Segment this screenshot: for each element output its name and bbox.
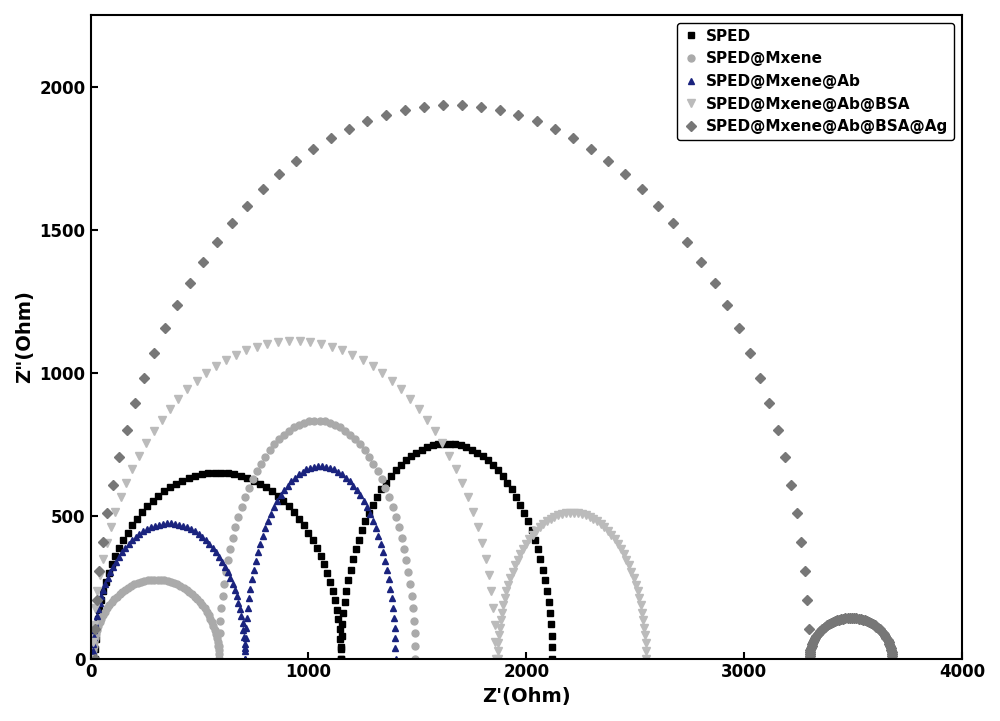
SPED@Mxene@Ab@BSA: [541, 517, 553, 526]
SPED@Mxene@Ab@BSA@Ag: [886, 654, 898, 663]
SPED@Mxene: [409, 654, 421, 663]
Line: SPED@Mxene: SPED@Mxene: [89, 417, 419, 662]
SPED@Mxene@Ab@BSA@Ag: [361, 117, 373, 125]
SPED@Mxene@Ab@BSA@Ag: [512, 110, 524, 119]
SPED@Mxene@Ab: [336, 470, 348, 479]
SPED@Mxene@Ab: [390, 654, 402, 663]
SPED: [89, 654, 101, 663]
SPED@Mxene: [87, 654, 99, 663]
SPED@Mxene: [408, 616, 420, 625]
SPED: [183, 474, 195, 482]
SPED: [546, 654, 558, 663]
SPED@Mxene@Ab@BSA: [326, 342, 338, 351]
SPED@Mxene: [218, 580, 230, 588]
SPED@Mxene@Ab@BSA: [640, 654, 652, 663]
X-axis label: Z'(Ohm): Z'(Ohm): [482, 687, 571, 706]
SPED@Mxene@Ab: [173, 521, 185, 529]
SPED@Mxene@Ab@BSA: [240, 346, 252, 355]
SPED@Mxene@Ab@BSA@Ag: [806, 640, 818, 648]
Y-axis label: Z"(Ohm): Z"(Ohm): [15, 291, 34, 384]
SPED@Mxene: [135, 578, 147, 586]
SPED@Mxene@Ab@BSA@Ag: [89, 654, 101, 663]
SPED@Mxene@Ab@BSA: [639, 631, 651, 640]
SPED@Mxene@Ab@BSA@Ag: [857, 615, 869, 624]
SPED@Mxene@Ab@BSA@Ag: [437, 101, 449, 110]
SPED: [471, 448, 483, 457]
SPED@Mxene@Ab: [312, 462, 324, 471]
SPED@Mxene@Ab: [389, 624, 401, 632]
SPED: [400, 456, 412, 465]
SPED@Mxene: [273, 435, 285, 443]
SPED@Mxene: [158, 576, 170, 585]
Line: SPED@Mxene@Ab@BSA@Ag: SPED@Mxene@Ab@BSA@Ag: [91, 102, 896, 662]
SPED@Mxene@Ab@BSA: [587, 515, 599, 523]
SPED@Mxene@Ab@BSA: [283, 337, 295, 345]
SPED: [340, 587, 352, 596]
SPED@Mxene@Ab@BSA: [497, 601, 509, 610]
SPED@Mxene@Ab: [243, 594, 255, 603]
SPED@Mxene@Ab: [87, 654, 99, 663]
SPED@Mxene: [308, 416, 320, 425]
SPED@Mxene@Ab: [285, 477, 297, 486]
Line: SPED: SPED: [91, 440, 556, 662]
SPED: [228, 470, 240, 479]
Legend: SPED, SPED@Mxene, SPED@Mxene@Ab, SPED@Mxene@Ab@BSA, SPED@Mxene@Ab@BSA@Ag: SPED, SPED@Mxene, SPED@Mxene@Ab, SPED@Mx…: [677, 22, 954, 141]
SPED@Mxene@Ab@BSA@Ag: [886, 647, 898, 656]
SPED@Mxene@Ab@BSA: [87, 654, 99, 663]
SPED: [545, 620, 557, 629]
SPED@Mxene@Ab: [145, 523, 157, 531]
SPED: [438, 439, 450, 448]
Line: SPED@Mxene@Ab: SPED@Mxene@Ab: [89, 463, 399, 662]
Line: SPED@Mxene@Ab@BSA: SPED@Mxene@Ab@BSA: [89, 337, 650, 663]
SPED@Mxene@Ab@BSA@Ag: [831, 616, 843, 624]
SPED@Mxene: [339, 426, 351, 435]
